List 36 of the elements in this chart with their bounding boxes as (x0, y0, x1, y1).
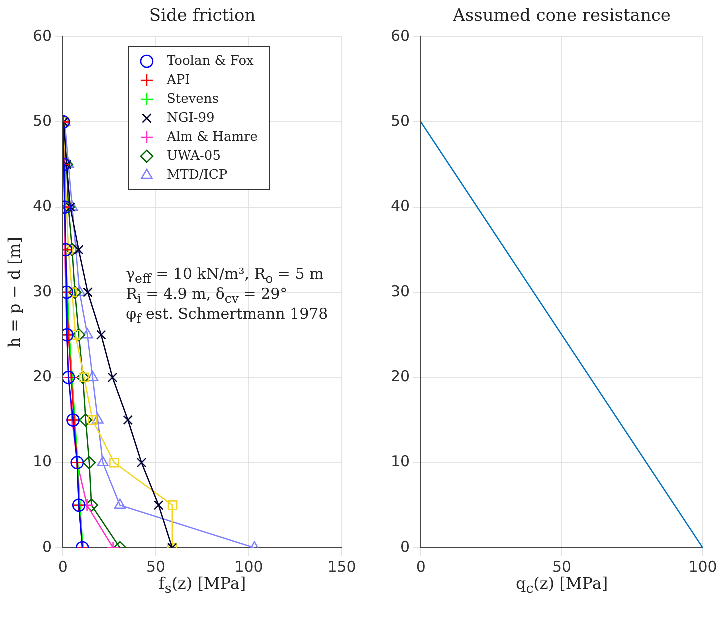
legend-label: Toolan & Fox (166, 54, 255, 69)
x-tick-label: 100 (234, 558, 264, 576)
y-tick-label: 40 (390, 197, 410, 216)
y-tick-label: 10 (390, 452, 410, 471)
x-tick-label: 100 (688, 558, 718, 576)
legend-label: API (166, 72, 190, 88)
x-tick-label: 0 (58, 558, 68, 576)
legend-label: Alm & Hamre (166, 130, 258, 145)
annotation: R$_{i}$ = 4.9 m, δ$_{cv}$ = 29° (126, 285, 288, 306)
legend-label: MTD/ICP (166, 168, 228, 183)
y-tick-label: 60 (390, 26, 410, 45)
y-tick-label: 60 (32, 26, 52, 45)
annotation: φ$_{f}$ est. Schmertmann 1978 (126, 305, 328, 326)
y-axis-title: h = p − d [m] (4, 237, 24, 348)
legend-label: UWA-05 (166, 148, 221, 164)
y-tick-label: 30 (32, 282, 52, 300)
x-tick-label: 50 (552, 558, 572, 576)
chart-title: Side friction (149, 6, 256, 26)
y-tick-label: 50 (32, 112, 52, 130)
y-tick-label: 20 (32, 368, 52, 386)
x-axis-title: f$_{s}$(z) [MPa] (158, 574, 246, 598)
y-tick-label: 0 (400, 538, 410, 556)
chart-title: Assumed cone resistance (453, 6, 671, 26)
annotation: γ$_{eff}$ = 10 kN/m³, R$_{o}$ = 5 m (126, 265, 324, 286)
x-tick-label: 0 (416, 558, 426, 576)
legend-label: NGI-99 (166, 110, 215, 126)
y-tick-label: 40 (32, 197, 52, 216)
y-tick-label: 20 (390, 368, 410, 386)
x-tick-label: 50 (146, 558, 166, 576)
y-tick-label: 30 (390, 282, 410, 300)
y-tick-label: 0 (42, 538, 52, 556)
y-tick-label: 10 (32, 452, 52, 471)
legend-label: Stevens (166, 92, 219, 107)
x-axis-title: q$_{c}$(z) [MPa] (516, 574, 608, 598)
x-tick-label: 150 (328, 558, 356, 576)
y-tick-label: 50 (390, 112, 410, 130)
